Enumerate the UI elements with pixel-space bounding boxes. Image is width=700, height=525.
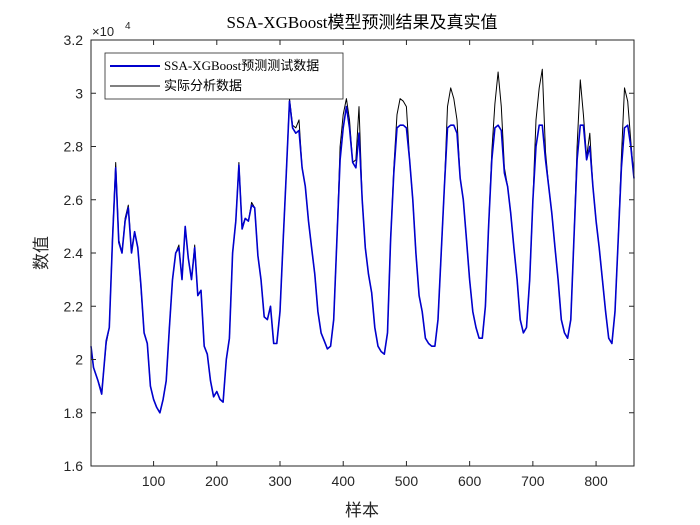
y-tick-label: 2.8 <box>64 139 84 155</box>
x-axis-label: 样本 <box>345 501 379 520</box>
x-tick-label: 800 <box>584 473 608 489</box>
x-axis: 100 200 300 400 500 600 700 800 <box>142 40 608 489</box>
y-exponent-base: ×10 <box>92 24 114 39</box>
y-tick-label: 1.6 <box>64 458 84 474</box>
legend-label-actual: 实际分析数据 <box>164 78 242 93</box>
y-tick-label: 3 <box>75 85 83 101</box>
series-line-prediction <box>90 100 635 414</box>
y-tick-label: 2 <box>75 352 83 368</box>
y-tick-label: 1.8 <box>64 405 84 421</box>
y-tick-label: 2.4 <box>64 245 84 261</box>
plot-area <box>91 40 634 466</box>
x-tick-label: 400 <box>332 473 356 489</box>
legend: SSA-XGBoost预测测试数据 实际分析数据 <box>104 52 344 100</box>
x-tick-label: 500 <box>395 473 419 489</box>
x-tick-label: 200 <box>205 473 229 489</box>
chart-title: SSA-XGBoost模型预测结果及真实值 <box>226 13 497 32</box>
y-axis: 1.6 1.8 2 2.2 2.4 2.6 2.8 3 3.2 <box>64 32 634 474</box>
y-tick-label: 3.2 <box>64 32 84 48</box>
series-layer <box>90 68 635 414</box>
legend-label-prediction: SSA-XGBoost预测测试数据 <box>164 58 319 73</box>
y-axis-label: 数值 <box>32 236 51 270</box>
y-exponent-power: 4 <box>125 21 131 32</box>
y-tick-label: 2.2 <box>64 298 84 314</box>
x-tick-label: 600 <box>458 473 482 489</box>
x-tick-label: 700 <box>521 473 545 489</box>
x-tick-label: 300 <box>268 473 292 489</box>
y-tick-label: 2.6 <box>64 192 84 208</box>
y-exponent-label: ×10 4 <box>92 21 131 39</box>
legend-box <box>104 52 344 100</box>
x-tick-label: 100 <box>142 473 166 489</box>
